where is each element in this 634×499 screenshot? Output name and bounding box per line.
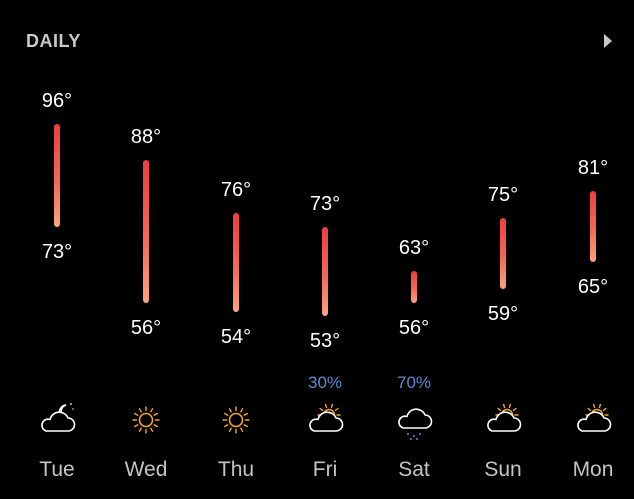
- cloudy-night-icon: [37, 398, 77, 442]
- partly-cloudy-icon: [305, 398, 345, 442]
- low-temp: 53°: [309, 330, 341, 352]
- day-label: Sat: [398, 458, 430, 481]
- day-label: Tue: [39, 458, 75, 481]
- high-temp: 73°: [309, 192, 341, 215]
- temperature-range-bar: [322, 226, 328, 316]
- section-title: DAILY: [26, 31, 81, 51]
- sunny-icon: [126, 398, 166, 442]
- high-temp: 96°: [41, 90, 73, 112]
- drizzle-icon: [394, 398, 434, 442]
- forecast-day[interactable]: 96° 73° Tue: [17, 0, 97, 499]
- forecast-day[interactable]: 81° 65° Mon: [553, 0, 633, 499]
- temperature-range-bar: [500, 217, 506, 290]
- temperature-range-bar: [411, 271, 417, 303]
- high-temp: 76°: [220, 179, 252, 202]
- chevron-right-icon[interactable]: [598, 31, 618, 51]
- sunny-icon: [216, 398, 256, 442]
- temperature-range-bar: [233, 213, 239, 312]
- temperature-range-bar: [143, 159, 149, 303]
- partly-cloudy-icon: [573, 398, 613, 442]
- day-label: Thu: [217, 458, 255, 481]
- low-temp: 56°: [398, 316, 430, 339]
- forecast-day[interactable]: 75° 59° Sun: [463, 0, 543, 499]
- low-temp: 59°: [487, 303, 519, 326]
- precipitation-chance: 30%: [307, 373, 343, 392]
- partly-cloudy-icon: [483, 398, 523, 442]
- low-temp: 65°: [577, 276, 609, 299]
- low-temp: 56°: [130, 316, 162, 339]
- forecast-day[interactable]: 73° 53° 30% Fri: [285, 0, 365, 499]
- high-temp: 75°: [487, 183, 519, 206]
- low-temp: 54°: [220, 325, 252, 348]
- high-temp: 63°: [398, 237, 430, 260]
- high-temp: 81°: [577, 156, 609, 179]
- forecast-day[interactable]: 88° 56° Wed: [106, 0, 186, 499]
- day-label: Mon: [572, 458, 614, 481]
- day-label: Fri: [312, 458, 338, 481]
- precipitation-chance: 70%: [396, 373, 432, 392]
- temperature-range-bar: [54, 124, 60, 227]
- day-label: Sun: [484, 458, 522, 481]
- temperature-range-bar: [590, 190, 596, 263]
- low-temp: 73°: [41, 240, 73, 263]
- forecast-day[interactable]: 76° 54° Thu: [196, 0, 276, 499]
- day-label: Wed: [124, 458, 168, 481]
- forecast-day[interactable]: 63° 56° 70% Sat: [374, 0, 454, 499]
- high-temp: 88°: [130, 125, 162, 148]
